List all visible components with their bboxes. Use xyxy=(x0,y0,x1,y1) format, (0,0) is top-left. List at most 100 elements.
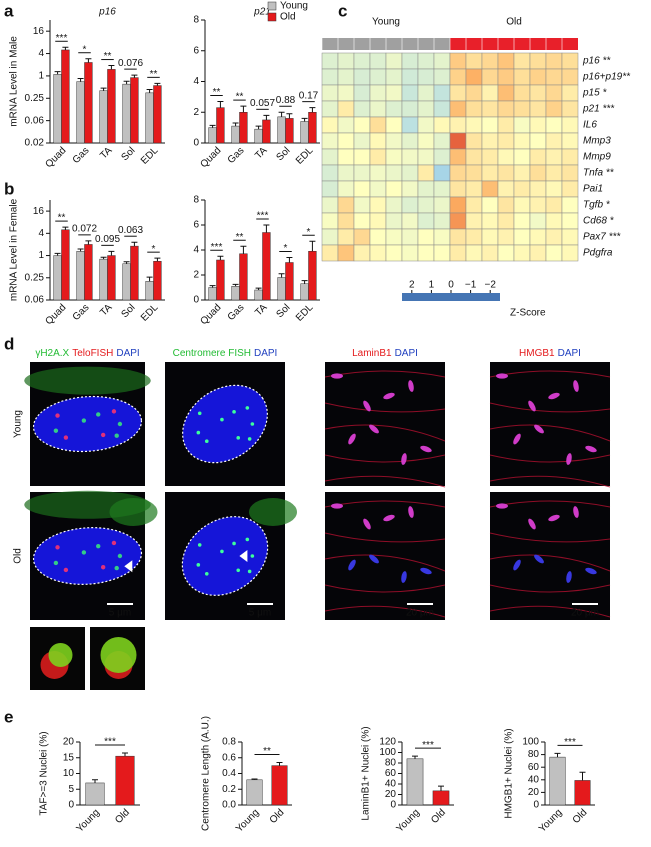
heatmap-cell xyxy=(497,68,515,86)
heatmap-cell xyxy=(449,196,467,214)
heatmap-cell xyxy=(401,196,419,214)
y-tick-label: 0.06 xyxy=(25,115,45,126)
colorbar-label: Z-Score xyxy=(510,308,546,319)
membrane xyxy=(489,475,611,488)
bar xyxy=(85,782,105,806)
heatmap-cell xyxy=(433,212,451,230)
y-tick-label: 80 xyxy=(385,758,397,769)
heatmap-cell xyxy=(337,228,355,246)
x-tick-label: TA xyxy=(98,302,115,319)
error-bar xyxy=(263,114,270,120)
y-tick-label: 0.06 xyxy=(25,295,45,306)
error-bar xyxy=(240,245,247,254)
x-tick-label: Young xyxy=(234,807,262,835)
x-tick-label: TA xyxy=(98,145,115,162)
heatmap-cell xyxy=(417,116,435,134)
error-bar xyxy=(77,78,84,82)
membrane xyxy=(324,554,446,572)
y-tick-label: 120 xyxy=(379,737,396,748)
bar xyxy=(285,262,294,301)
heatmap-cell xyxy=(465,244,483,262)
heatmap-cell xyxy=(401,244,419,262)
panel-letter: c xyxy=(338,1,347,20)
heatmap-cell xyxy=(417,180,435,198)
heatmap-cell xyxy=(385,196,403,214)
error-bar xyxy=(579,771,586,781)
legend-swatch xyxy=(267,1,277,11)
micrograph xyxy=(24,362,151,486)
y-tick-label: 100 xyxy=(522,737,539,748)
heatmap-cell xyxy=(417,68,435,86)
y-tick-label: 20 xyxy=(528,787,540,798)
heatmap-cell xyxy=(321,68,339,86)
y-tick-label: 5 xyxy=(68,784,74,795)
nucleus xyxy=(369,424,379,434)
foci xyxy=(247,437,252,441)
significance: ** xyxy=(236,232,244,243)
heatmap-cell xyxy=(529,164,547,182)
heatmap-cell xyxy=(545,52,563,70)
foci xyxy=(220,417,224,422)
green-haze xyxy=(24,366,151,395)
significance: 0.072 xyxy=(72,224,97,235)
heatmap-cell xyxy=(561,212,579,230)
nucleus xyxy=(363,518,371,530)
y-tick-label: 6 xyxy=(193,45,199,56)
nucleus xyxy=(573,380,579,392)
nucleus xyxy=(528,400,536,412)
x-tick-label: Sol xyxy=(274,302,292,320)
error-bar xyxy=(108,65,115,70)
bar xyxy=(277,277,286,301)
heatmap-cell xyxy=(369,52,387,70)
heatmap-cell xyxy=(353,84,371,102)
bar xyxy=(300,283,309,301)
heatmap-cell xyxy=(321,180,339,198)
x-tick-label: EDL xyxy=(139,145,161,167)
heatmap-cell xyxy=(561,100,579,118)
error-bar xyxy=(154,82,161,86)
heatmap-cell xyxy=(385,244,403,262)
heatmap-cell xyxy=(561,196,579,214)
error-bar xyxy=(123,80,130,85)
foci xyxy=(96,543,101,549)
foci xyxy=(63,567,69,573)
membrane xyxy=(324,402,446,413)
legend-label: Young xyxy=(280,1,308,12)
y-tick-label: 8 xyxy=(193,195,199,206)
heatmap-cell xyxy=(417,228,435,246)
y-tick-label: 80 xyxy=(528,749,540,760)
header-word: γH2A.X xyxy=(35,348,69,359)
membrane xyxy=(324,605,446,618)
heatmap-cell xyxy=(465,196,483,214)
heatmap-cell xyxy=(497,196,515,214)
error-bar xyxy=(232,122,239,127)
nucleus-outline xyxy=(32,527,143,585)
heatmap-cell xyxy=(561,164,579,182)
bar xyxy=(239,253,248,301)
header-word: LaminB1 xyxy=(352,348,392,359)
colorbar-tick-label: 0 xyxy=(448,280,454,291)
y-tick-label: 40 xyxy=(385,779,397,790)
heatmap-cell xyxy=(561,52,579,70)
heatmap-cell xyxy=(417,212,435,230)
heatmap-cell xyxy=(497,180,515,198)
heatmap-cell xyxy=(529,212,547,230)
x-tick-label: Gas xyxy=(71,302,92,323)
micrograph xyxy=(324,362,446,488)
heatmap-cell xyxy=(481,196,499,214)
foci xyxy=(250,554,255,558)
x-tick-label: TA xyxy=(253,145,270,162)
error-bar xyxy=(301,280,308,284)
heatmap-cell xyxy=(401,116,419,134)
y-tick-label: 0.6 xyxy=(222,752,236,763)
heatmap-cell xyxy=(321,196,339,214)
heatmap-cell xyxy=(529,116,547,134)
nucleus xyxy=(408,380,414,392)
heatmap-cell xyxy=(513,52,531,70)
heatmap-cell xyxy=(433,52,451,70)
heatmap-cell xyxy=(385,52,403,70)
heatmap-cell xyxy=(369,244,387,262)
bar xyxy=(406,758,424,806)
row-label: Tnfa ** xyxy=(583,168,615,179)
nucleus xyxy=(383,392,395,400)
